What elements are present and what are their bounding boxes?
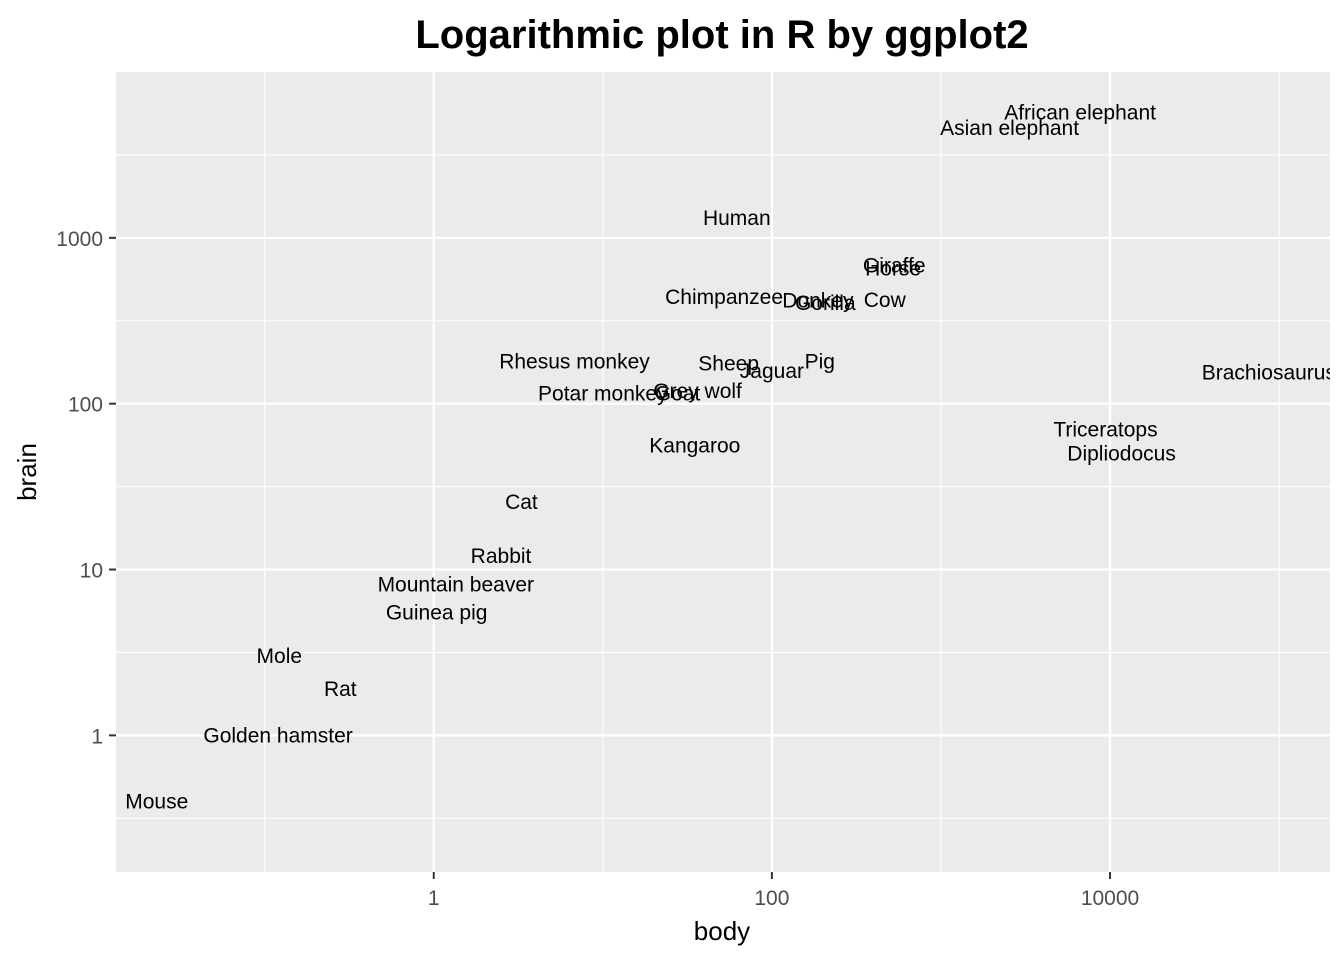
point-label-human: Human — [703, 207, 771, 230]
minor-gridlines — [116, 72, 1330, 872]
point-label-gorilla: Gorilla — [795, 292, 856, 315]
point-label-donkey: Donkey — [782, 289, 854, 312]
y-tick-label: 1 — [91, 725, 103, 748]
point-label-rabbit: Rabbit — [471, 545, 532, 568]
point-label-potar-monkey: Potar monkey — [538, 383, 668, 406]
y-tick-label: 10 — [80, 560, 103, 583]
point-label-goat: Goat — [655, 383, 701, 406]
point-label-cow: Cow — [864, 289, 907, 312]
point-label-kangaroo: Kangaroo — [649, 434, 740, 457]
point-label-horse: Horse — [865, 257, 921, 280]
point-label-rat: Rat — [324, 678, 357, 701]
chart-title: Logarithmic plot in R by ggplot2 — [415, 13, 1028, 57]
point-label-pig: Pig — [805, 350, 835, 373]
major-gridlines — [116, 72, 1330, 872]
point-label-jaguar: Jaguar — [740, 360, 804, 383]
point-label-cat: Cat — [505, 491, 538, 514]
point-label-giraffe: Giraffe — [863, 255, 926, 278]
point-label-chimpanzee: Chimpanzee — [665, 286, 783, 309]
point-label-mole: Mole — [257, 645, 303, 668]
y-axis-title: brain — [12, 443, 42, 501]
point-label-mountain-beaver: Mountain beaver — [378, 574, 534, 597]
point-label-african-elephant: African elephant — [1004, 101, 1156, 124]
point-label-dipliodocus: Dipliodocus — [1067, 443, 1176, 466]
y-tick-label: 100 — [68, 394, 103, 417]
point-label-triceratops: Triceratops — [1053, 418, 1157, 441]
point-label-golden-hamster: Golden hamster — [203, 724, 352, 747]
point-label-brachiosaurus: Brachiosaurus — [1202, 361, 1336, 384]
point-label-rhesus-monkey: Rhesus monkey — [499, 351, 650, 374]
point-label-sheep: Sheep — [698, 352, 759, 375]
x-tick-label: 10000 — [1081, 887, 1139, 910]
x-axis-title: body — [694, 916, 750, 946]
y-tick-label: 1000 — [56, 228, 103, 251]
x-axis: 1 100 10000 — [428, 872, 1139, 910]
plot-panel — [116, 72, 1330, 872]
point-label-grey-wolf: Grey wolf — [653, 380, 742, 403]
point-label-guinea-pig: Guinea pig — [386, 602, 488, 625]
x-tick-label: 1 — [428, 887, 440, 910]
point-label-asian-elephant: Asian elephant — [940, 117, 1079, 140]
y-axis: 1 10 100 1000 — [56, 228, 116, 748]
x-tick-label: 100 — [754, 887, 789, 910]
point-label-mouse: Mouse — [125, 790, 188, 813]
